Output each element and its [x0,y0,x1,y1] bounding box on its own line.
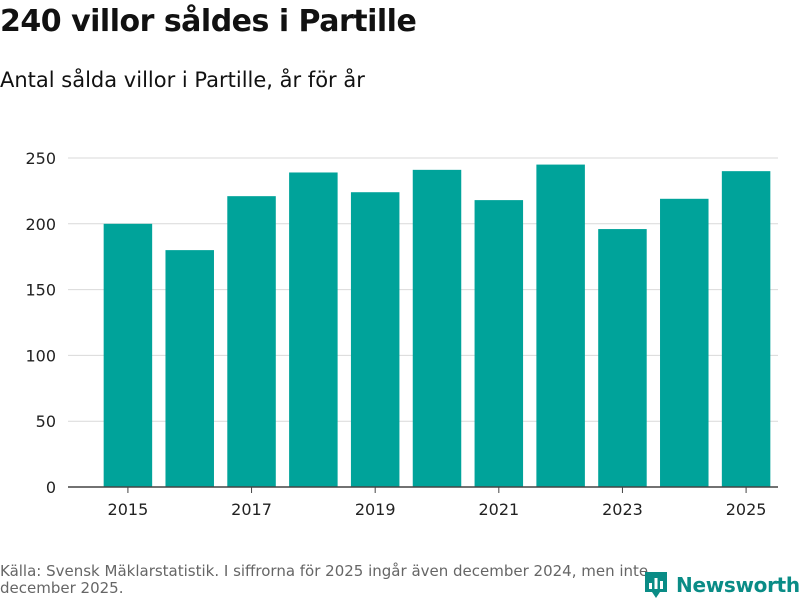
y-tick-label: 0 [46,478,56,497]
bar-2016[interactable] [165,250,214,487]
bar-2021[interactable] [474,200,524,487]
bar-chart: 0 50 100 150 200 250 2015 2017 2019 2021 2023 2025 [25,149,778,519]
x-tick-label: 2025 [726,500,767,519]
bar-2020[interactable] [412,169,462,487]
newsworthy-logo[interactable]: Newsworthy [644,570,800,600]
bar-2018[interactable] [289,172,338,487]
x-tick-label: 2015 [108,500,149,519]
x-tick-label: 2021 [478,500,519,519]
y-tick-label: 50 [36,412,56,431]
y-tick-label: 200 [25,215,56,234]
bar-2023[interactable] [598,229,647,487]
bar-2015[interactable] [103,223,153,488]
y-tick-label: 100 [25,346,56,365]
bar-2022[interactable] [536,164,585,487]
bar-2024[interactable] [660,198,709,487]
source-note: Källa: Svensk Mäklarstatistik. I siffror… [0,562,649,597]
x-tick-label: 2017 [231,500,272,519]
x-tick-label: 2023 [602,500,643,519]
bar-2025[interactable] [721,171,771,487]
x-tick-label: 2019 [355,500,396,519]
bar-2017[interactable] [227,196,276,487]
y-tick-label: 150 [25,281,56,300]
newsworthy-logo-icon [645,572,667,598]
brand-name: Newsworthy [676,573,800,597]
y-tick-label: 250 [25,149,56,168]
chart-title: 240 villor såldes i Partille [0,4,417,39]
bar-2019[interactable] [350,192,400,487]
chart-subtitle: Antal sålda villor i Partille, år för år [0,68,365,92]
